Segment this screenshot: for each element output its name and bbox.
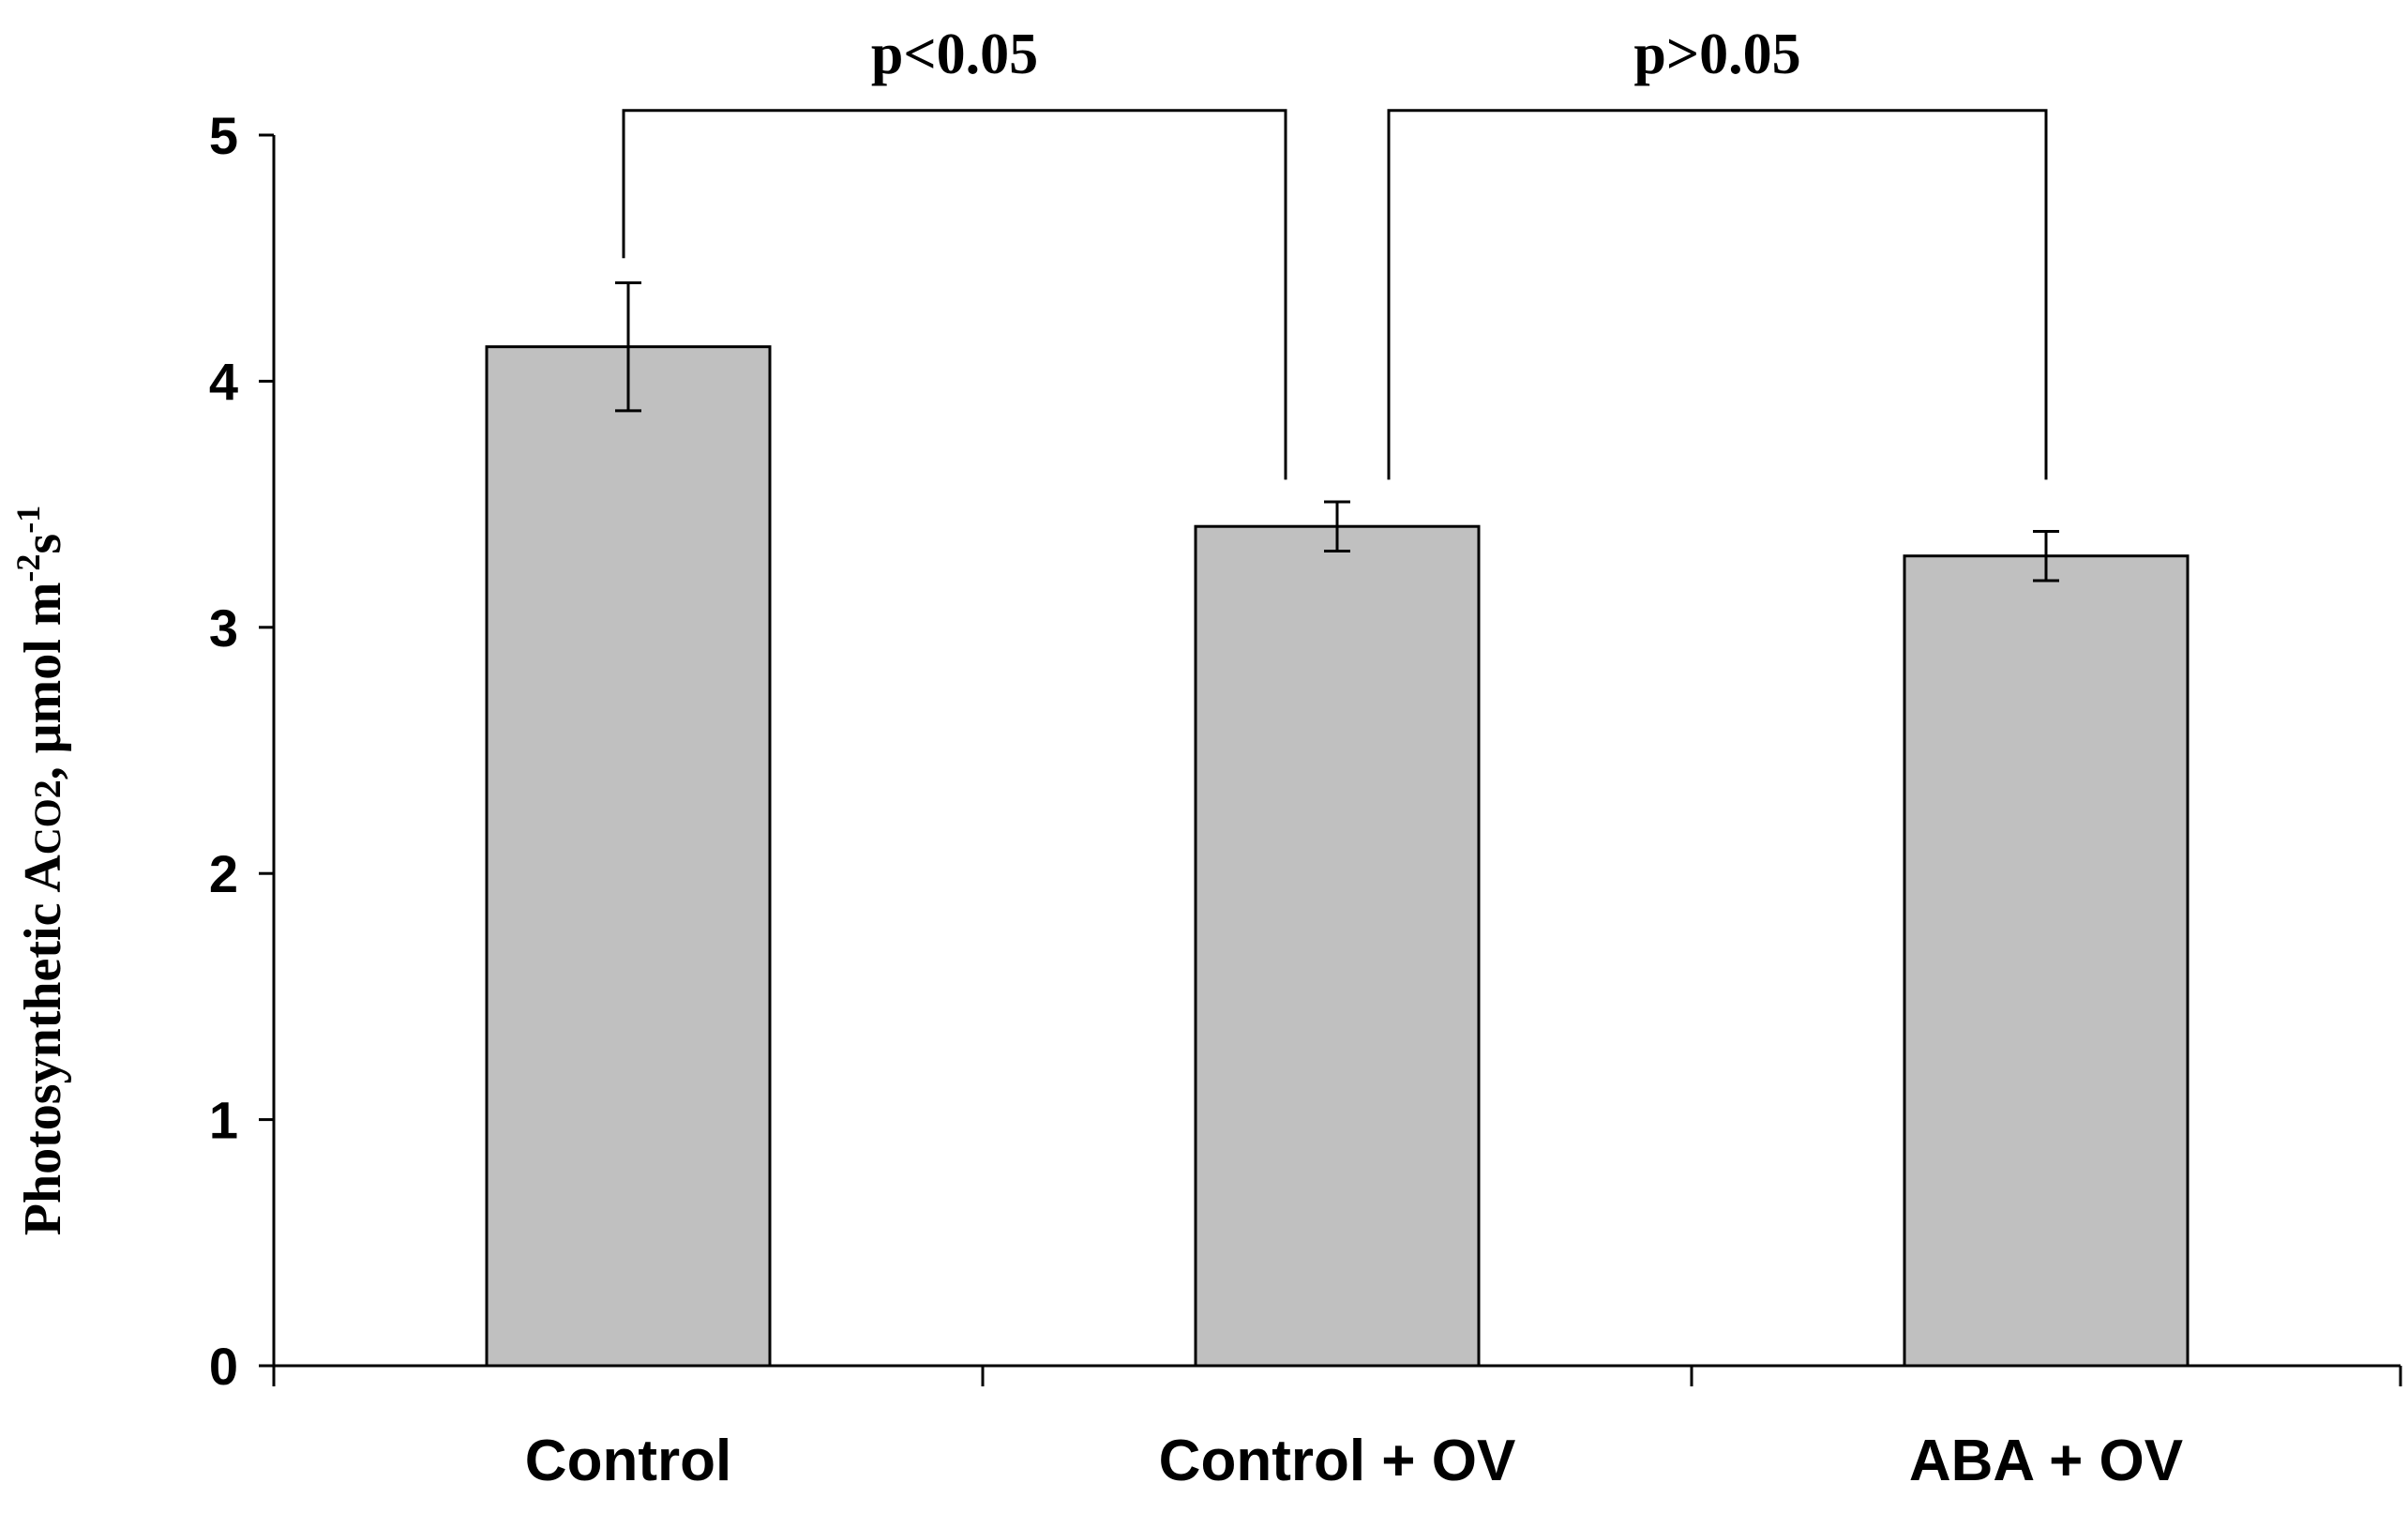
- bar-1: [1194, 524, 1481, 1368]
- bar-2: [1903, 554, 2190, 1368]
- y-axis-title: Photosynthetic ACO2, μmol m-2s-1: [9, 506, 72, 1235]
- significance-brackets: p<0.05 p>0.05: [622, 23, 2048, 480]
- x-tick-label-0: Control: [525, 1429, 731, 1493]
- y-axis: 0 1 2 3 4 5: [209, 106, 276, 1396]
- bar-0: [485, 345, 772, 1368]
- y-tick-label-2: 2: [209, 844, 238, 903]
- y-axis-title-prefix: Photosynthetic A: [14, 855, 72, 1236]
- significance-bracket-0: [622, 109, 1287, 480]
- x-axis: Control Control + OV ABA + OV: [272, 1364, 2402, 1493]
- y-tick-label-3: 3: [209, 598, 238, 658]
- y-tick-label-0: 0: [209, 1337, 238, 1396]
- significance-label-1: p>0.05: [1633, 23, 1800, 86]
- y-tick-label-4: 4: [209, 352, 238, 411]
- significance-bracket-1: [1387, 109, 2048, 480]
- x-tick-label-1: Control + OV: [1159, 1429, 1516, 1493]
- y-tick-label-1: 1: [209, 1091, 238, 1150]
- y-axis-title-unit-prefix: , μmol m: [14, 583, 72, 780]
- y-axis-title-unit-mid: s: [14, 534, 72, 554]
- y-tick-label-5: 5: [209, 106, 238, 165]
- error-bars: [615, 280, 2059, 583]
- y-axis-title-sup1: -2: [9, 554, 47, 583]
- y-axis-title-sup2: -1: [9, 506, 47, 534]
- y-axis-title-subscript: CO2: [26, 779, 68, 855]
- x-tick-label-2: ABA + OV: [1909, 1429, 2183, 1493]
- bars: [485, 345, 2190, 1368]
- significance-label-0: p<0.05: [871, 23, 1038, 86]
